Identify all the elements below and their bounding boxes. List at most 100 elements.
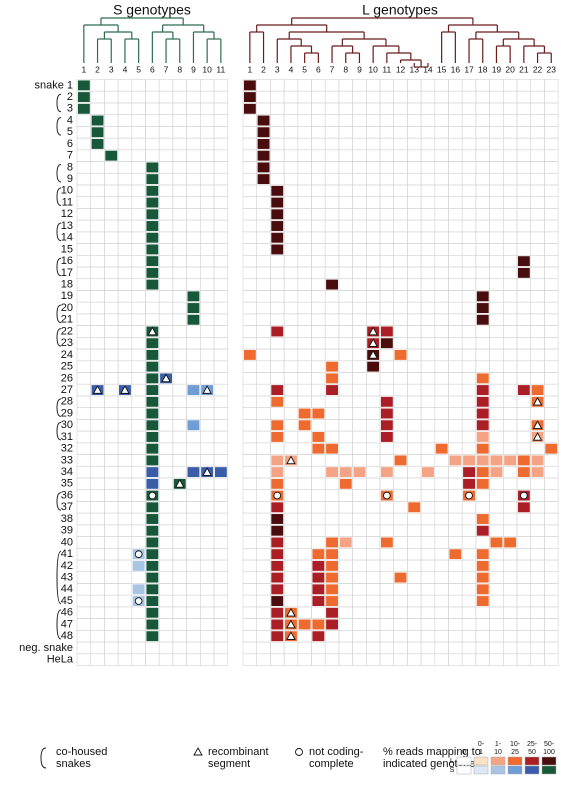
grid-cell: [242, 606, 257, 619]
l-col-label: 11: [382, 64, 391, 74]
grid-cell: [256, 442, 271, 455]
grid-cell: [324, 243, 340, 256]
grid-cell: [365, 395, 381, 408]
grid-cell: [448, 114, 463, 127]
grid-cell: [544, 161, 559, 174]
row-label: 39: [61, 525, 73, 537]
grid-cell: [502, 407, 518, 420]
grid-cell: [434, 126, 449, 139]
grid-cell: [516, 196, 531, 209]
grid-cell: [544, 583, 559, 596]
grid-cell: [324, 501, 340, 514]
grid-cell: [297, 90, 312, 104]
grid-cell: [172, 547, 187, 561]
grid-cell: [489, 547, 504, 561]
grid-cell: [338, 594, 353, 608]
grid-cell: [297, 126, 312, 139]
grid-cell: [311, 372, 326, 385]
heat-cell: [517, 255, 531, 267]
grid-cell: [158, 536, 174, 549]
grid-cell: [365, 594, 381, 608]
heat-cell: [298, 618, 312, 631]
grid-cell: [76, 512, 91, 526]
grid-cell: [76, 594, 91, 608]
grid-cell: [131, 114, 146, 127]
heat-cell: [311, 630, 325, 642]
grid-cell: [420, 372, 436, 385]
grid-cell: [117, 313, 133, 326]
grid-cell: [117, 547, 133, 561]
grid-cell: [544, 641, 559, 655]
heat-cell: [530, 454, 545, 466]
heat-cell: [145, 337, 159, 349]
row-label: 43: [61, 572, 73, 584]
grid-cell: [475, 266, 490, 280]
grid-cell: [200, 208, 215, 221]
grid-cell: [544, 430, 559, 444]
grid-cell: [434, 594, 449, 608]
grid-cell: [200, 266, 215, 280]
grid-cell: [461, 606, 477, 619]
grid-cell: [311, 489, 326, 502]
grid-cell: [311, 90, 326, 104]
grid-cell: [379, 149, 394, 162]
grid-cell: [242, 372, 257, 385]
grid-cell: [76, 126, 91, 139]
recombinant-marker: [368, 338, 378, 347]
heat-cell: [270, 630, 284, 642]
l-col-label: 12: [396, 64, 406, 74]
grid-cell: [448, 606, 463, 619]
grid-cell: [117, 184, 133, 197]
grid-cell: [200, 137, 215, 151]
grid-cell: [516, 231, 531, 244]
grid-cell: [502, 219, 518, 233]
heat-cell: [132, 560, 146, 572]
grid-cell: [516, 630, 531, 643]
heat-cell: [145, 501, 159, 513]
grid-cell: [379, 301, 394, 315]
grid-cell: [200, 114, 215, 127]
grid-cell: [297, 454, 312, 467]
grid-cell: [502, 313, 518, 326]
grid-cell: [158, 208, 174, 221]
grid-cell: [338, 219, 353, 233]
grid-cell: [131, 184, 146, 197]
grid-cell: [297, 184, 312, 197]
grid-cell: [311, 313, 326, 326]
grid-cell: [475, 126, 490, 139]
grid-cell: [297, 383, 312, 397]
grid-cell: [242, 383, 257, 397]
grid-cell: [90, 243, 105, 256]
grid-cell: [544, 290, 559, 303]
grid-cell: [489, 79, 504, 92]
grid-cell: [338, 325, 353, 338]
heat-cell: [270, 525, 284, 537]
grid-cell: [158, 489, 174, 502]
grid-cell: [530, 442, 545, 455]
grid-cell: [365, 255, 381, 268]
grid-cell: [76, 360, 91, 373]
grid-cell: [297, 79, 312, 92]
grid-cell: [379, 313, 394, 326]
grid-cell: [242, 290, 257, 303]
grid-cell: [530, 102, 545, 115]
grid-cell: [283, 536, 299, 549]
grid-cell: [186, 477, 201, 491]
l-col-label: 14: [423, 64, 433, 74]
grid-cell: [448, 266, 463, 280]
grid-cell: [172, 360, 187, 373]
grid-cell: [76, 395, 91, 408]
grid-cell: [352, 137, 367, 151]
legend-text: complete: [309, 758, 354, 770]
heat-cell: [366, 361, 380, 373]
heat-cell: [476, 454, 490, 466]
grid-cell: [131, 348, 146, 362]
grid-cell: [104, 407, 119, 420]
grid-cell: [104, 290, 119, 303]
grid-cell: [530, 512, 545, 526]
row-label: 3: [67, 103, 73, 115]
grid-cell: [489, 90, 504, 104]
grid-cell: [379, 255, 394, 268]
grid-cell: [283, 255, 299, 268]
grid-cell: [242, 395, 257, 408]
